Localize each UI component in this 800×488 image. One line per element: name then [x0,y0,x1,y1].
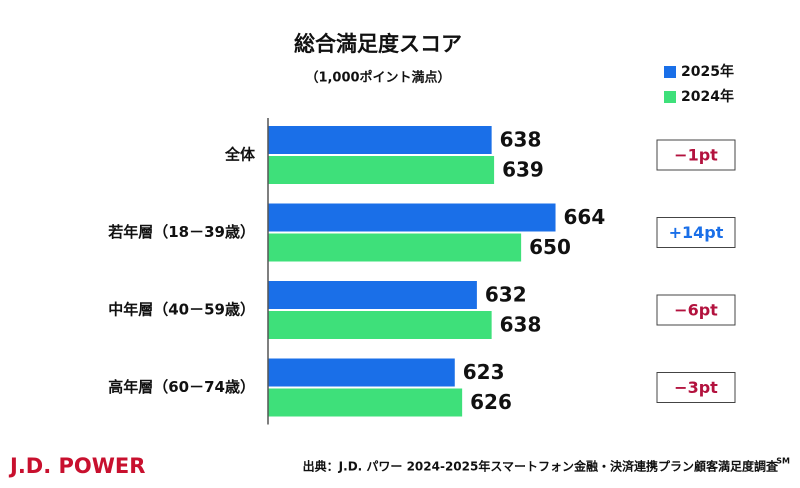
value-label: 632 [485,283,527,307]
value-label: 639 [502,158,544,182]
value-label: 638 [500,128,542,152]
bar [268,311,492,339]
legend-swatch [664,66,676,78]
value-label: 638 [500,313,542,337]
bar [268,281,477,309]
legend-label: 2024年 [681,88,734,105]
bar [268,126,492,154]
difference-label: −3pt [674,378,718,397]
legend-swatch [664,91,676,103]
difference-box [656,139,736,171]
value-label: 623 [463,360,505,384]
bar [268,203,556,232]
source: 出典：J.D. パワー 2024-2025年スマートフォン金融・決済連携プラン顧… [303,459,779,474]
chart-subtitle: （1,000ポイント満点） [305,70,450,86]
difference-box [656,217,736,248]
category-label: 中年層（40－59歳） [108,301,255,319]
difference-box [656,294,736,326]
bar [268,358,455,387]
chart-title: 総合満足度スコア [294,32,462,56]
logo: J.D. POWER [8,454,145,478]
value-label: 626 [470,390,512,414]
difference-label: −6pt [674,301,718,320]
bar [268,156,495,184]
difference-label: +14pt [669,223,724,242]
source-mark: SM [776,457,790,466]
value-label: 664 [564,205,606,229]
bar [268,233,522,262]
category-label: 高年層（60－74歳） [108,378,255,396]
value-label: 650 [529,235,571,259]
bar [268,388,463,417]
difference-label: −1pt [674,146,718,165]
category-label: 若年層（18－39歳） [107,223,255,241]
difference-box [656,372,736,403]
legend-label: 2025年 [681,63,734,80]
category-label: 全体 [224,146,256,164]
